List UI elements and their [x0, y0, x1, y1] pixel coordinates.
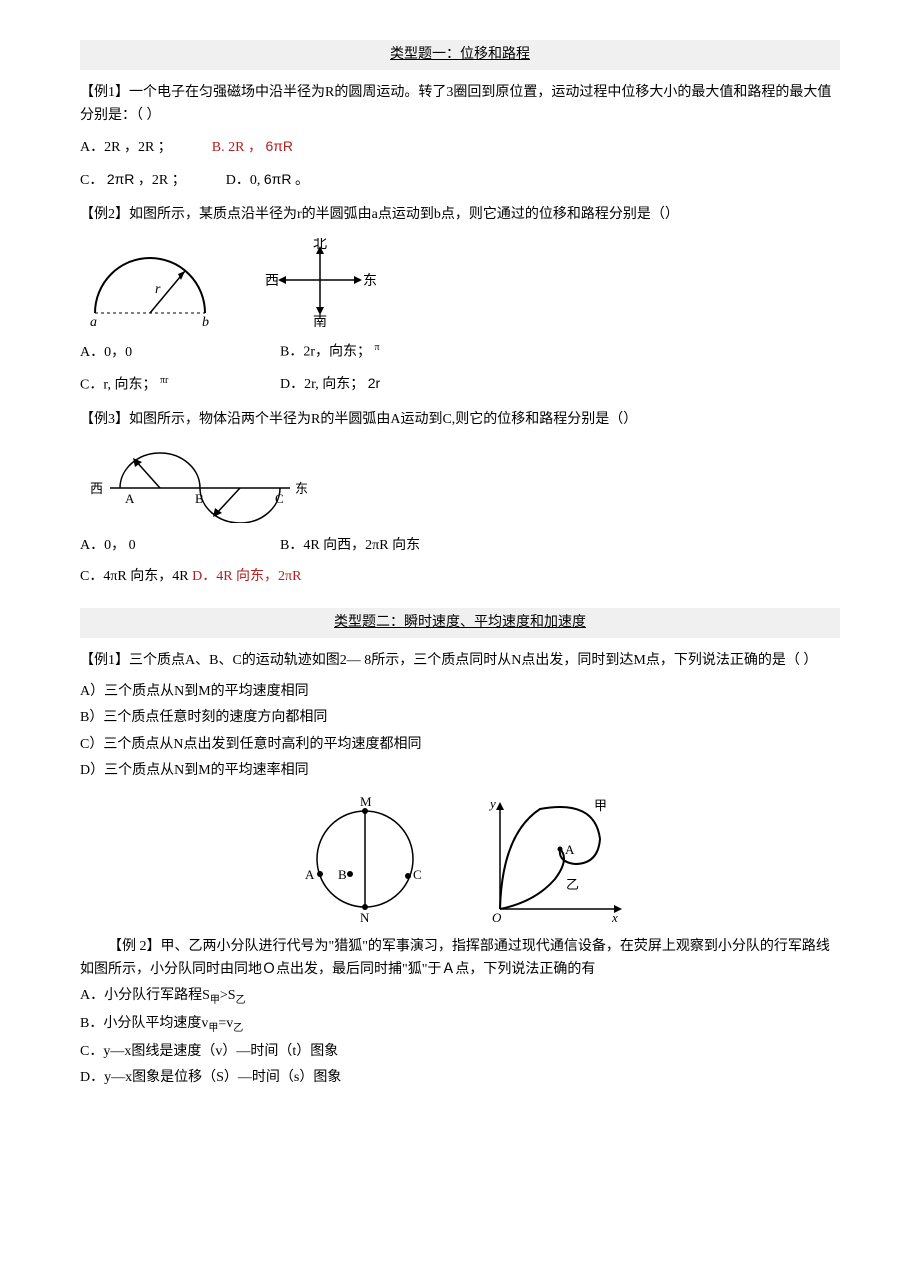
ex1-opt-b-prefix: B. 2R ，	[212, 140, 262, 155]
section-2-header: 类型题二：瞬时速度、平均速度和加速度	[80, 608, 840, 638]
s2-ex2-a-prefix: A．小分队行军路程S	[80, 988, 210, 1003]
ex1-opt-d-prefix: D．0,	[226, 173, 261, 188]
s2-ex2-opt-d: D．y—x图象是位移（S）—时间（s）图象	[80, 1067, 840, 1089]
s2-ex2-opt-b: B．小分队平均速度v甲=v乙	[80, 1013, 840, 1037]
label-r: r	[155, 282, 161, 297]
ex2-opt-d-formula: 2r	[368, 375, 380, 391]
xy-yi: 乙	[566, 877, 579, 892]
traj-m: M	[360, 794, 372, 809]
ex1-opt-c-prefix: C．	[80, 173, 103, 188]
ex3-opt-c: C．4πR 向东，4R	[80, 569, 192, 584]
ex1-opt-b-formula: 6πR	[265, 138, 293, 154]
ex1-intro: 【例1】一个电子在匀强磁场中沿半径为R的圆周运动。转了3圈回到原位置，运动过程中…	[80, 82, 840, 127]
compass-south: 南	[313, 314, 327, 328]
xy-x: x	[611, 910, 618, 924]
ex3-opt-b: B．4R 向西，2πR 向东	[280, 535, 420, 557]
s2-ex2-a-sub2: 乙	[236, 995, 246, 1006]
compass-west: 西	[265, 274, 279, 289]
s2-ex2-b-sub2: 乙	[233, 1023, 243, 1034]
s2-ex1-opt-b: B）三个质点任意时刻的速度方向都相同	[80, 707, 840, 729]
ex3-intro: 【例3】如图所示，物体沿两个半径为R的半圆弧由A运动到C,则它的位移和路程分别是…	[80, 409, 840, 431]
ex1-options-row1: A．2R ，2R ； B. 2R ， 6πR	[80, 135, 840, 159]
ex3-opt-d: D．4R 向东，2πR	[192, 569, 301, 584]
s2-ex2-opt-c: C．y—x图线是速度（v）—时间（t）图象	[80, 1041, 840, 1063]
s2-ex2-b-sub1: 甲	[208, 1023, 218, 1034]
ex2-opt-b-text: B．2r，向东；	[280, 345, 371, 360]
ex3-label-a: A	[125, 491, 135, 506]
ex1-opt-d: D．0, 6πR 。	[226, 168, 309, 192]
semicircle-diagram: a b r	[80, 238, 230, 328]
s2-ex2-b-prefix: B．小分队平均速度v	[80, 1016, 208, 1031]
traj-c: C	[413, 867, 422, 882]
compass-diagram: 北 南 西 东	[260, 238, 380, 328]
s2-ex1-opt-c: C）三个质点从N点出发到任意时高利的平均速度都相同	[80, 734, 840, 756]
xy-ap: A	[565, 842, 575, 857]
ex3-options-row1: A．0， 0 B．4R 向西，2πR 向东	[80, 535, 840, 557]
ex2-opt-d: D．2r, 向东； 2r	[280, 372, 380, 396]
compass-east: 东	[363, 273, 377, 289]
ex1-options-row2: C． 2πR ，2R ； D．0, 6πR 。	[80, 168, 840, 192]
ex3-options-row2: C．4πR 向东，4R D．4R 向东，2πR	[80, 566, 840, 588]
s2-ex1-opt-a: A）三个质点从N到M的平均速度相同	[80, 681, 840, 703]
ex3-label-b: B	[195, 491, 204, 506]
s2-ex2-b-mid: =v	[218, 1016, 233, 1031]
ex3-diagram: 西 东 A B C	[80, 443, 840, 523]
ex3-west: 西	[90, 481, 103, 496]
ex1-opt-a: A．2R ，2R ；	[80, 137, 172, 159]
s2-ex1-intro: 【例1】三个质点A、B、C的运动轨迹如图2— 8所示，三个质点同时从N点出发，同…	[80, 650, 840, 672]
ex3-east: 东	[295, 481, 308, 496]
ex2-opt-a: A．0，0	[80, 342, 240, 364]
ex2-opt-b: B．2r，向东； π	[280, 340, 380, 364]
s2-ex2-a-mid: >S	[220, 988, 236, 1003]
circle-trajectory-diagram: M N A B C	[290, 794, 440, 924]
label-a: a	[90, 315, 97, 328]
s2-ex2-opt-a: A．小分队行军路程S甲>S乙	[80, 985, 840, 1009]
traj-n: N	[360, 910, 370, 924]
s2-ex1-diagrams: M N A B C O x y 甲 乙 A	[80, 794, 840, 924]
ex1-opt-c-suffix: ，2R ；	[138, 173, 186, 188]
ex2-opt-c-pi: πr	[160, 375, 168, 386]
ex1-opt-d-suffix: 。	[295, 173, 309, 188]
xy-o: O	[492, 910, 502, 924]
compass-north: 北	[313, 238, 327, 252]
ex1-opt-b: B. 2R ， 6πR	[212, 135, 293, 159]
ex3-label-c: C	[275, 491, 284, 506]
ex2-opt-b-pi: π	[375, 342, 380, 353]
ex2-diagrams: a b r 北 南 西 东	[80, 238, 840, 328]
xy-path-diagram: O x y 甲 乙 A	[480, 794, 630, 924]
s2-ex2-a-sub1: 甲	[210, 995, 220, 1006]
traj-a: A	[305, 867, 315, 882]
section-1-header: 类型题一：位移和路程	[80, 40, 840, 70]
ex1-opt-c: C． 2πR ，2R ；	[80, 168, 186, 192]
ex2-opt-d-text: D．2r, 向东；	[280, 377, 364, 392]
traj-b: B	[338, 867, 347, 882]
ex1-opt-d-formula: 6πR	[264, 171, 292, 187]
ex3-opt-a: A．0， 0	[80, 535, 240, 557]
ex2-opt-c-text: C．r, 向东；	[80, 377, 156, 392]
ex2-options-row2: C．r, 向东； πr D．2r, 向东； 2r	[80, 372, 840, 396]
xy-y: y	[488, 796, 496, 811]
xy-jia: 甲	[594, 798, 607, 813]
s2-ex1-opt-d: D）三个质点从N到M的平均速率相同	[80, 760, 840, 782]
ex2-intro: 【例2】如图所示，某质点沿半径为r的半圆弧由a点运动到b点，则它通过的位移和路程…	[80, 204, 840, 226]
s2-ex2-intro: 【例 2】甲、乙两小分队进行代号为"猎狐"的军事演习，指挥部通过现代通信设备，在…	[80, 936, 840, 981]
label-b: b	[202, 315, 209, 328]
ex1-opt-c-formula: 2πR	[107, 171, 135, 187]
double-semicircle-diagram: 西 东 A B C	[80, 443, 340, 523]
ex2-opt-c: C．r, 向东； πr	[80, 373, 240, 397]
ex2-options-row1: A．0，0 B．2r，向东； π	[80, 340, 840, 364]
